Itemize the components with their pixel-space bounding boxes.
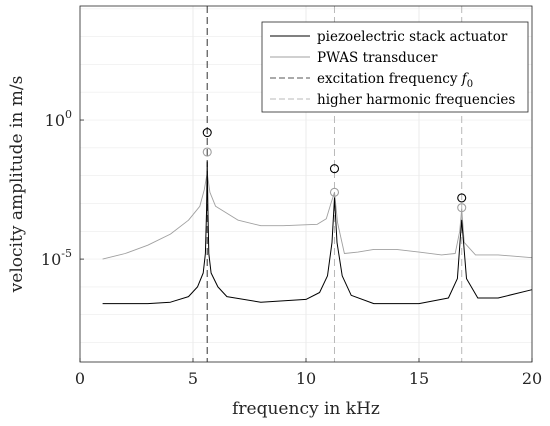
legend-label: higher harmonic frequencies	[317, 92, 515, 108]
legend: piezoelectric stack actuator PWAS transdu…	[261, 21, 529, 113]
peak-marker-pwas	[202, 147, 212, 157]
series	[102, 161, 533, 305]
x-axis-label: frequency in kHz	[232, 399, 380, 419]
x-tick-label: 5	[188, 369, 198, 388]
y-tick-label: 100	[45, 108, 72, 130]
legend-label: PWAS transducer	[317, 50, 438, 66]
peak-marker-actuator	[329, 164, 340, 174]
y-axis-label: velocity amplitude in m/s	[7, 76, 27, 294]
y-tick-label: 10-5	[41, 247, 72, 269]
legend-label: excitation frequency f0	[317, 71, 473, 90]
ticks: 0 5 10 15 20 100 10-5	[41, 108, 542, 388]
x-tick-label: 10	[296, 369, 316, 388]
peak-marker-actuator	[202, 127, 212, 138]
peak-marker-pwas	[329, 187, 340, 197]
peak-marker-pwas	[457, 203, 467, 213]
peak-marker-actuator	[457, 193, 467, 203]
x-tick-label: 20	[522, 369, 542, 388]
legend-label: piezoelectric stack actuator	[317, 29, 508, 45]
x-tick-label: 0	[75, 369, 85, 388]
series-line-pwas	[102, 172, 533, 260]
legend-box	[261, 21, 529, 113]
series-line-actuator	[102, 161, 533, 305]
peak-markers	[202, 127, 467, 213]
x-tick-label: 15	[409, 369, 429, 388]
